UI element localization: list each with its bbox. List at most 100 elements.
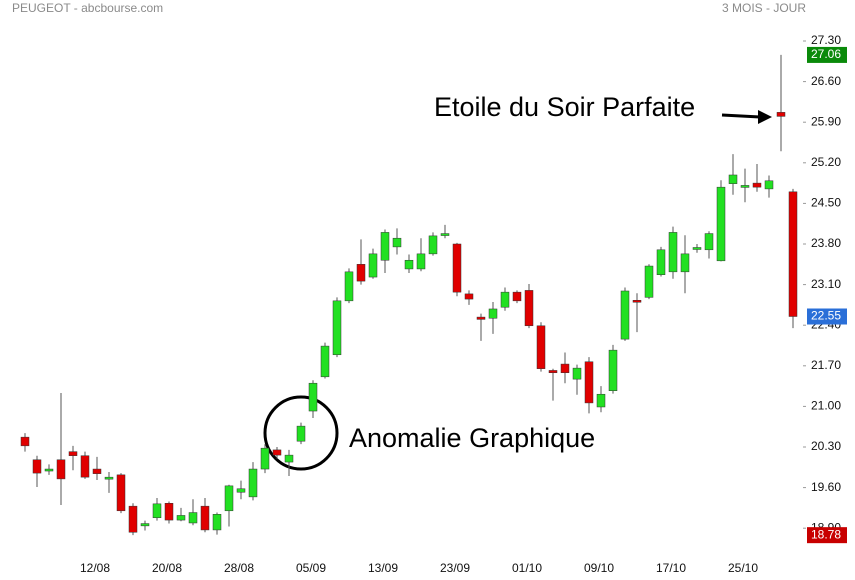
candle-body [404,259,414,270]
candle-body [512,291,522,302]
candle-body [68,451,78,456]
price-badge [807,527,847,544]
candle-body [500,291,510,308]
candle-body [44,468,54,472]
x-tick-label: 20/08 [152,561,182,575]
candle-body [524,290,534,327]
candle-body [464,293,474,300]
price-badge [807,308,847,325]
annotation: Anomalie Graphique [349,423,595,453]
candle-body [752,182,762,188]
y-tick-label: 27.30 [811,33,841,47]
x-tick-label: 05/09 [296,561,326,575]
candle-body [764,180,774,190]
x-tick-label: 09/10 [584,561,614,575]
candle-body [260,447,270,470]
candle-body [548,370,558,374]
candle-body [584,361,594,404]
y-tick-label: 24.50 [811,196,841,210]
arrow-shaft [721,113,761,119]
candle-body [236,488,246,493]
x-tick-label: 28/08 [224,561,254,575]
candle-body [416,253,426,270]
candle-body [272,449,282,456]
candle-body [716,186,726,262]
candle-body [248,468,258,498]
price-badge-label: 22.55 [811,309,841,323]
candle-body [284,454,294,463]
candle-body [788,191,798,317]
x-tick-label: 17/10 [656,561,686,575]
candle-body [308,382,318,412]
y-tick-label: 19.60 [811,480,841,494]
candle-body [200,505,210,531]
price-badge-label: 27.06 [811,47,841,61]
candle-body [92,468,102,474]
chart-title: PEUGEOT - abcbourse.com [12,1,163,15]
candle-body [620,290,630,340]
candle-body [692,247,702,250]
candle-body [440,233,450,236]
candle-body [296,425,306,442]
candle-body [116,474,126,512]
candle-body [476,316,486,320]
candle-body [632,300,642,303]
y-tick-label: 26.60 [811,74,841,88]
candle-body [104,476,114,480]
candle-body [572,367,582,380]
candle-body [644,265,654,298]
candle-body [392,237,402,248]
candle-body [332,300,342,356]
candle-body [668,232,678,273]
price-badge [807,46,847,63]
chart-subtitle: 3 MOIS - JOUR [722,1,806,15]
candle-body [728,174,738,184]
candle-body [380,232,390,261]
candle-body [356,264,366,282]
candle-body [680,253,690,273]
candle-body [20,436,30,447]
candle-body [704,233,714,251]
candle-body [452,243,462,293]
candle-body [596,393,606,408]
candle-body [164,503,174,521]
candle-body [128,505,138,533]
candle-body [740,185,750,188]
y-tick-label: 23.10 [811,277,841,291]
candle-body [608,349,618,391]
x-tick-label: 12/08 [80,561,110,575]
highlight-circle [263,395,339,471]
candle-body [320,345,330,378]
candle-body [428,235,438,255]
candle-body [488,308,498,319]
candle-body [560,363,570,374]
candle-body [656,249,666,275]
arrow-head [758,110,772,124]
y-tick-label: 23.80 [811,236,841,250]
y-tick-label: 20.30 [811,439,841,453]
candle-body [152,503,162,519]
candle-body [56,459,66,480]
x-tick-label: 25/10 [728,561,758,575]
candle-body [212,514,222,531]
candle-body [80,455,90,478]
y-tick-label: 21.70 [811,358,841,372]
candle-body [344,271,354,302]
candle-body [140,523,150,527]
candle-body [224,485,234,512]
candle-body [32,459,42,474]
x-tick-label: 23/09 [440,561,470,575]
price-badge-label: 18.78 [811,527,841,541]
y-tick-label: 25.20 [811,155,841,169]
candle-body [536,325,546,369]
x-tick-label: 01/10 [512,561,542,575]
annotation: Etoile du Soir Parfaite [434,92,695,122]
candle-body [176,515,186,521]
candle-body [776,112,786,117]
y-tick-label: 25.90 [811,114,841,128]
candle-body [188,512,198,524]
y-tick-label: 21.00 [811,399,841,413]
x-tick-label: 13/09 [368,561,398,575]
